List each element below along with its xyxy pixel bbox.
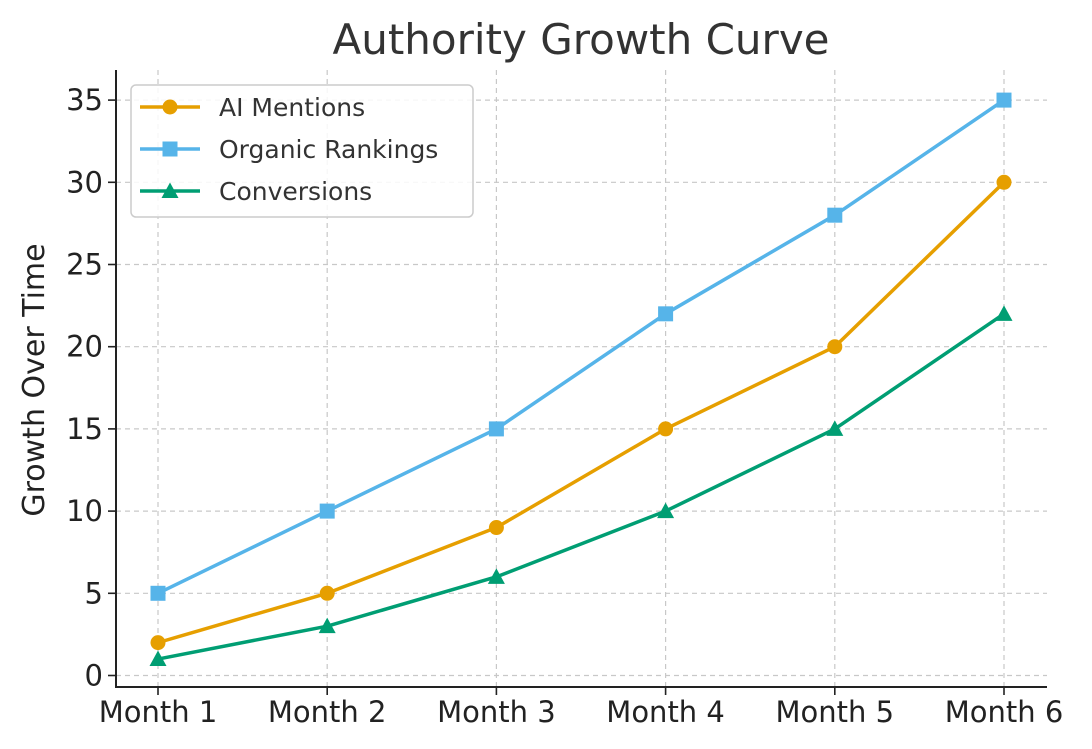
data-point-conversions (657, 502, 675, 519)
data-point-organic-rankings (996, 92, 1012, 108)
series-line-ai-mentions (157, 181, 1006, 645)
x-tick-label: Month 5 (776, 695, 895, 729)
data-point-ai-mentions (996, 174, 1012, 190)
y-tick-label: 0 (85, 659, 103, 693)
data-point-organic-rankings (488, 421, 504, 437)
x-tick-label: Month 1 (99, 695, 218, 729)
series-lines (149, 92, 1013, 667)
x-tick-label: Month 4 (606, 695, 725, 729)
chart-title: Authority Growth Curve (332, 15, 829, 64)
series-line-organic-rankings (157, 98, 1005, 595)
x-tick-label: Month 3 (437, 695, 556, 729)
y-tick-label: 35 (66, 83, 103, 117)
data-point-conversions (995, 305, 1013, 321)
data-point-ai-mentions (150, 635, 166, 651)
data-point-organic-rankings (319, 503, 335, 519)
legend-marker-ai-mentions (162, 99, 178, 115)
data-point-ai-mentions (319, 585, 335, 601)
axes (115, 70, 1047, 688)
data-point-conversions (318, 617, 336, 634)
y-tick-label: 20 (66, 330, 103, 364)
tick-labels: 0 5 10 15 20 25 30 35 Month 1 Month 2 Month 3 Month… (66, 83, 1063, 729)
y-tick-label: 25 (66, 248, 103, 282)
y-tick-label: 10 (66, 494, 103, 528)
x-tick-label: Month 2 (268, 695, 387, 729)
y-axis-label: Growth Over Time (17, 243, 52, 516)
data-point-ai-mentions (658, 421, 674, 437)
data-point-conversions (487, 568, 505, 584)
data-point-conversions (826, 420, 844, 436)
y-tick-label: 5 (85, 576, 103, 610)
data-point-conversions (149, 650, 167, 667)
y-tick-label: 30 (66, 165, 103, 199)
legend-label-ai-mentions: AI Mentions (219, 93, 365, 122)
data-point-organic-rankings (658, 306, 674, 322)
legend-label-organic-rankings: Organic Rankings (219, 135, 438, 164)
data-point-ai-mentions (827, 339, 843, 355)
data-point-ai-mentions (488, 520, 504, 536)
legend-box (130, 84, 474, 218)
legend: AI Mentions Organic Rankings Conversions (130, 84, 474, 218)
legend-marker-organic-rankings (162, 141, 178, 157)
legend-label-conversions: Conversions (219, 177, 372, 206)
legend-marker-conversions (161, 182, 179, 198)
x-tick-label: Month 6 (945, 695, 1064, 729)
data-point-organic-rankings (150, 585, 166, 601)
series-line-conversions (157, 312, 1005, 661)
data-point-organic-rankings (827, 207, 843, 223)
y-tick-label: 15 (66, 412, 103, 446)
